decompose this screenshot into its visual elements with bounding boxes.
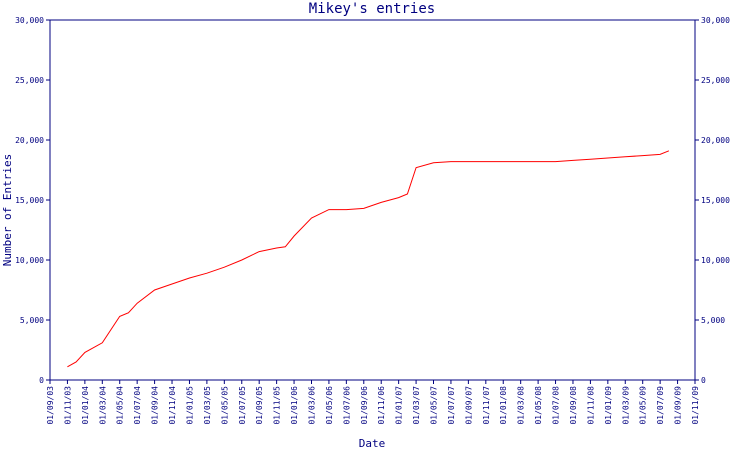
series-layer: [67, 150, 670, 368]
x-tick-label: 01/09/05: [255, 386, 264, 425]
x-tick-label: 01/09/06: [360, 386, 369, 425]
y-axis-right: 0 5,000 10,000 15,000 20,000 25,000 30,000: [695, 16, 730, 385]
x-tick-label: 01/09/03: [46, 386, 55, 425]
y-tick-label: 15,000: [15, 196, 44, 205]
y-tick-label-right: 25,000: [701, 76, 730, 85]
x-tick-label: 01/09/04: [151, 386, 160, 425]
x-tick-label: 01/05/05: [220, 386, 229, 425]
x-axis-title: Date: [359, 437, 386, 450]
x-tick-label: 01/01/08: [499, 386, 508, 425]
x-tick-label: 01/05/07: [430, 386, 439, 425]
y-tick-label-right: 15,000: [701, 196, 730, 205]
x-tick-label: 01/03/08: [517, 386, 526, 425]
y-tick-label-right: 20,000: [701, 136, 730, 145]
x-axis: 01/09/03 01/11/03 01/01/04 01/03/04 01/05/04…: [46, 380, 700, 425]
x-tick-label: 01/05/08: [534, 386, 543, 425]
plot-frame: [49, 19, 696, 381]
x-tick-label: 01/03/05: [203, 386, 212, 425]
y-tick-label-right: 30,000: [701, 16, 730, 25]
series-line: [67, 150, 670, 368]
chart-title: Mikey's entries: [309, 1, 435, 17]
y-tick-label-right: 0: [701, 376, 706, 385]
y-tick-label: 10,000: [15, 256, 44, 265]
x-tick-label: 01/09/07: [464, 386, 473, 425]
x-tick-label: 01/09/08: [569, 386, 578, 425]
x-tick-label: 01/07/08: [552, 386, 561, 425]
y-tick-label: 5,000: [20, 316, 44, 325]
x-tick-label: 01/11/03: [63, 386, 72, 425]
y-axis-title: Number of Entries: [1, 154, 14, 267]
x-tick-label: 01/11/06: [377, 386, 386, 425]
x-tick-label: 01/03/06: [307, 386, 316, 425]
x-tick-label: 01/07/06: [342, 386, 351, 425]
x-tick-label: 01/07/09: [656, 386, 665, 425]
y-tick-label-right: 5,000: [701, 316, 725, 325]
x-tick-label: 01/01/05: [185, 386, 194, 425]
x-tick-label: 01/03/07: [412, 386, 421, 425]
x-tick-label: 01/11/05: [273, 386, 282, 425]
x-tick-label: 01/11/08: [586, 386, 595, 425]
x-tick-label: 01/03/04: [98, 386, 107, 425]
x-tick-label: 01/05/04: [116, 386, 125, 425]
y-tick-label: 20,000: [15, 136, 44, 145]
x-tick-label: 01/11/04: [168, 386, 177, 425]
x-tick-label: 01/09/09: [674, 386, 683, 425]
x-tick-label: 01/01/06: [290, 386, 299, 425]
x-tick-label: 01/07/04: [133, 386, 142, 425]
x-tick-label: 01/05/09: [639, 386, 648, 425]
y-tick-label: 30,000: [15, 16, 44, 25]
y-axis-left: 0 5,000 10,000 15,000 20,000 25,000 30,000: [15, 16, 50, 385]
y-tick-label: 25,000: [15, 76, 44, 85]
x-tick-label: 01/01/07: [395, 386, 404, 425]
plot-border: [49, 19, 696, 381]
x-tick-label: 01/07/05: [238, 386, 247, 425]
x-tick-label: 01/01/04: [81, 386, 90, 425]
x-tick-label: 01/11/09: [691, 386, 700, 425]
x-tick-label: 01/05/06: [325, 386, 334, 425]
y-tick-label-right: 10,000: [701, 256, 730, 265]
x-tick-label: 01/11/07: [482, 386, 491, 425]
x-tick-label: 01/03/09: [621, 386, 630, 425]
x-tick-label: 01/01/09: [604, 386, 613, 425]
x-tick-label: 01/07/07: [447, 386, 456, 425]
y-tick-label: 0: [39, 376, 44, 385]
